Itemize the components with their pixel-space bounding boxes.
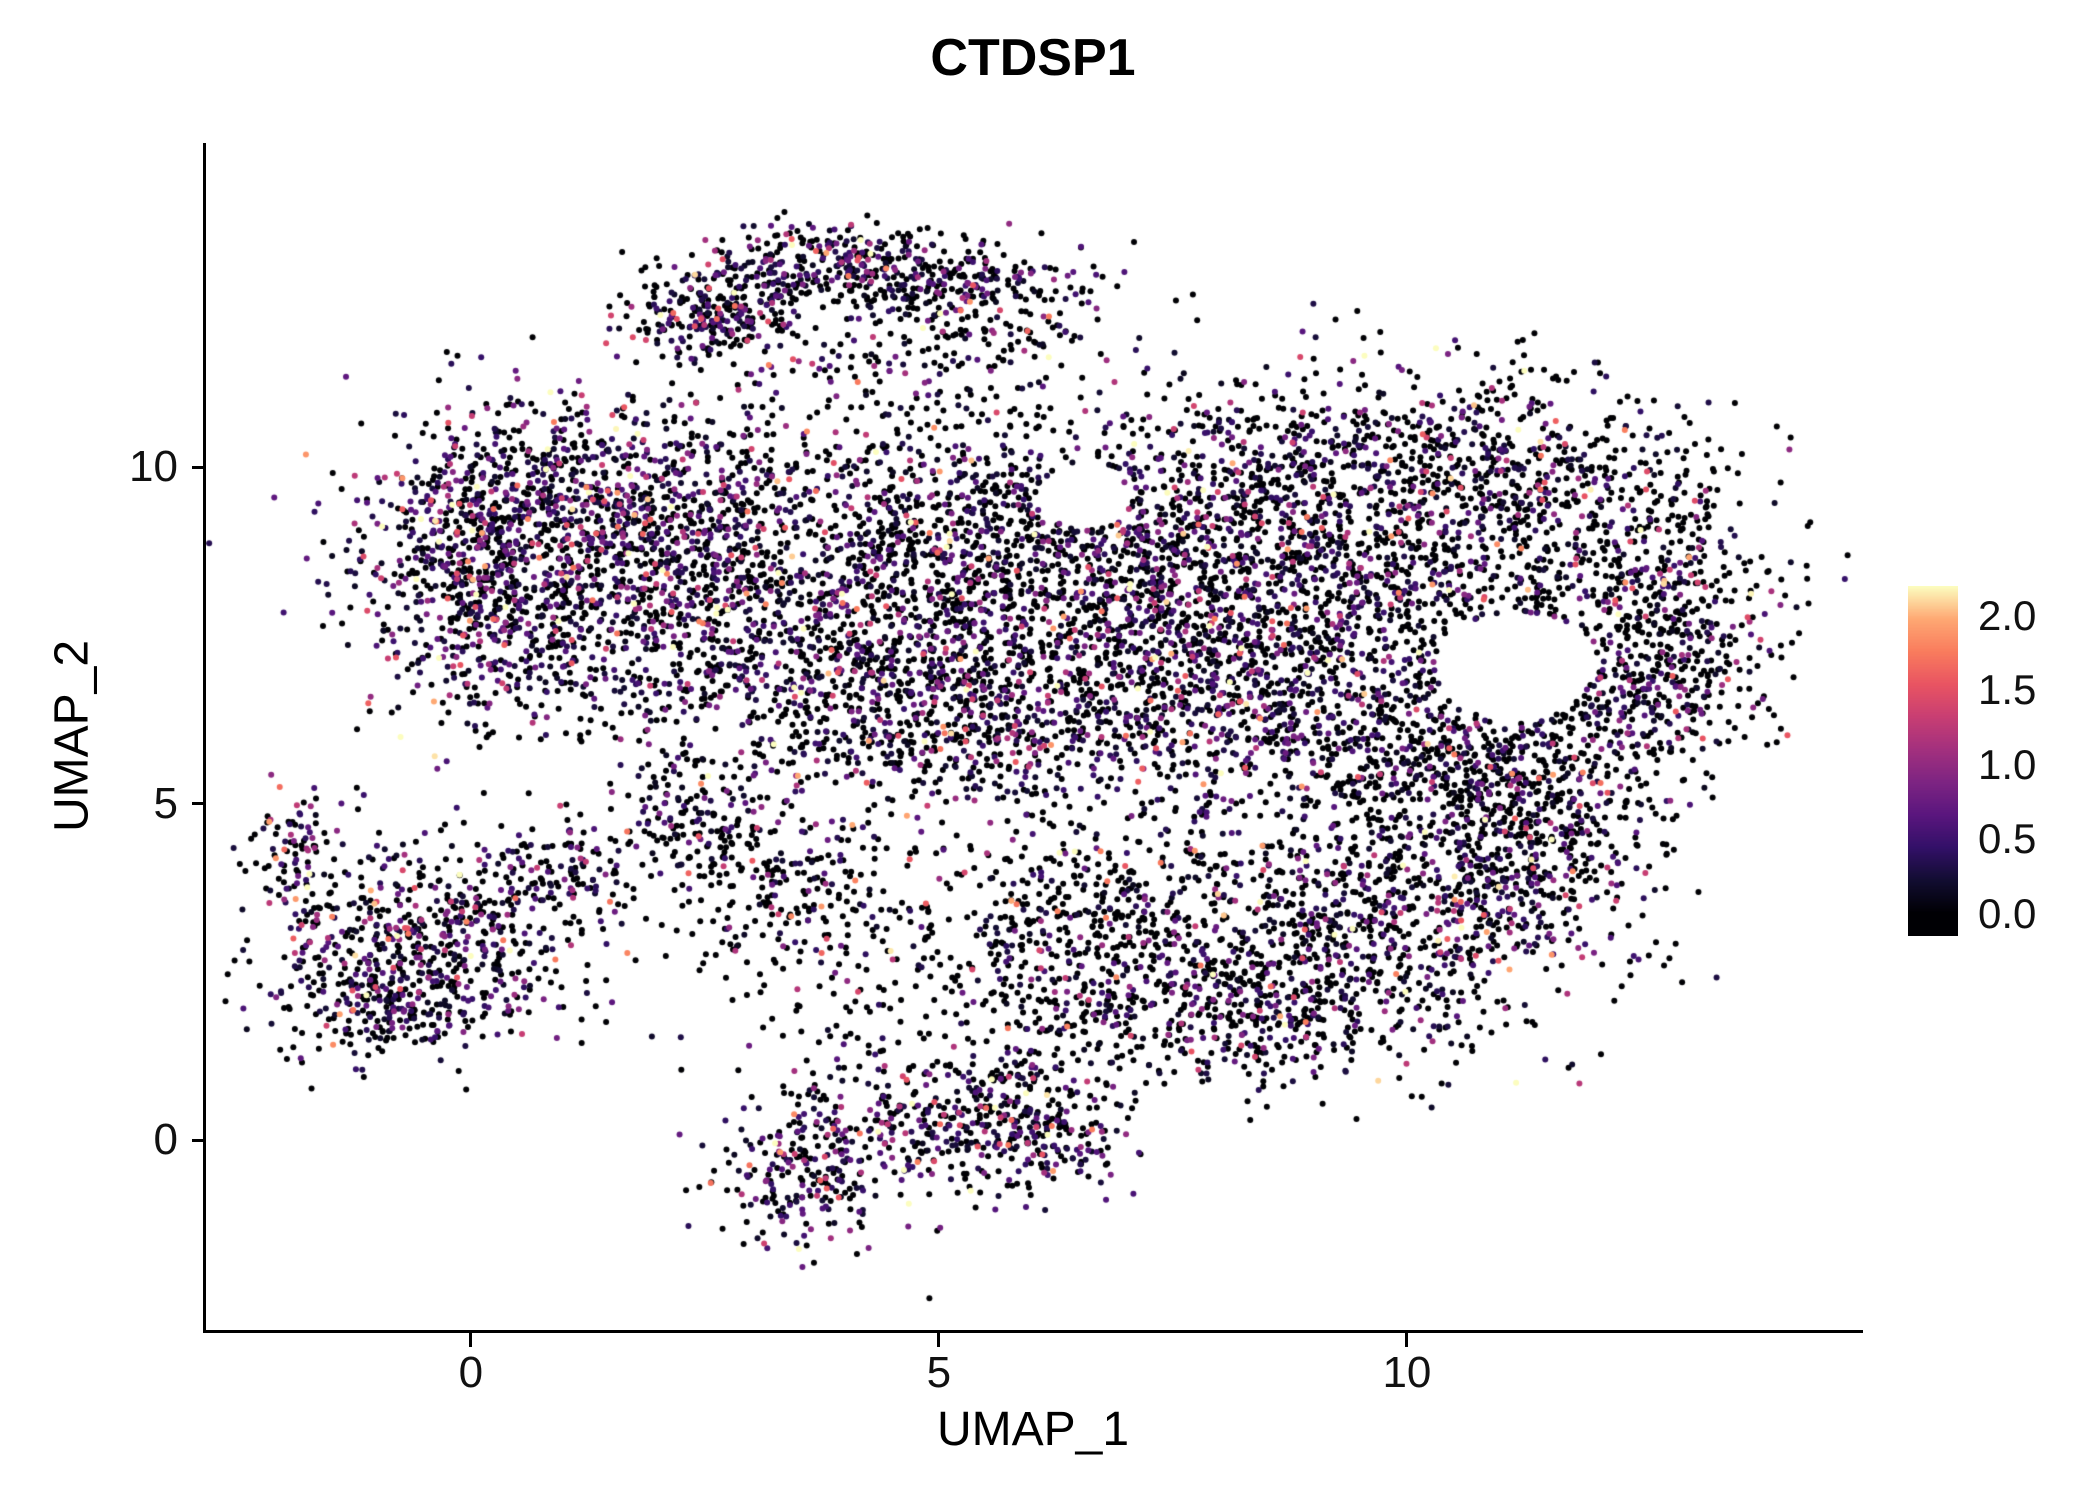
- colorbar-tick-label: 0.0: [1978, 889, 2037, 937]
- plot-panel: [206, 143, 1860, 1330]
- colorbar-tick-label: 2.0: [1978, 591, 2037, 639]
- y-tick-label: 0: [153, 1115, 178, 1165]
- colorbar-gradient: [1908, 586, 1958, 936]
- plot-title: CTDSP1: [930, 29, 1136, 87]
- y-axis-line: [203, 143, 206, 1333]
- x-tick-label: 5: [926, 1348, 952, 1397]
- x-axis-title: UMAP_1: [936, 1403, 1130, 1456]
- colorbar-tick-label: 0.5: [1978, 815, 2037, 863]
- x-tick-mark: [1405, 1333, 1409, 1347]
- x-tick-mark: [937, 1333, 941, 1347]
- colorbar-legend: 2.0 1.5 1.0 0.5 0.0: [1908, 586, 2098, 937]
- x-axis-line: [203, 1330, 1863, 1333]
- y-tick-mark: [192, 465, 206, 469]
- y-tick-label: 5: [153, 778, 178, 828]
- y-tick-mark: [192, 1138, 206, 1142]
- x-tick-mark: [469, 1333, 473, 1347]
- y-tick-mark: [192, 802, 206, 806]
- colorbar-tick-label: 1.5: [1978, 666, 2037, 714]
- scatter-canvas: [206, 143, 1860, 1330]
- x-tick-label: 10: [1382, 1348, 1432, 1397]
- x-tick-label: 0: [458, 1348, 484, 1397]
- y-tick-label: 10: [129, 442, 178, 492]
- colorbar-tick-label: 1.0: [1978, 740, 2037, 788]
